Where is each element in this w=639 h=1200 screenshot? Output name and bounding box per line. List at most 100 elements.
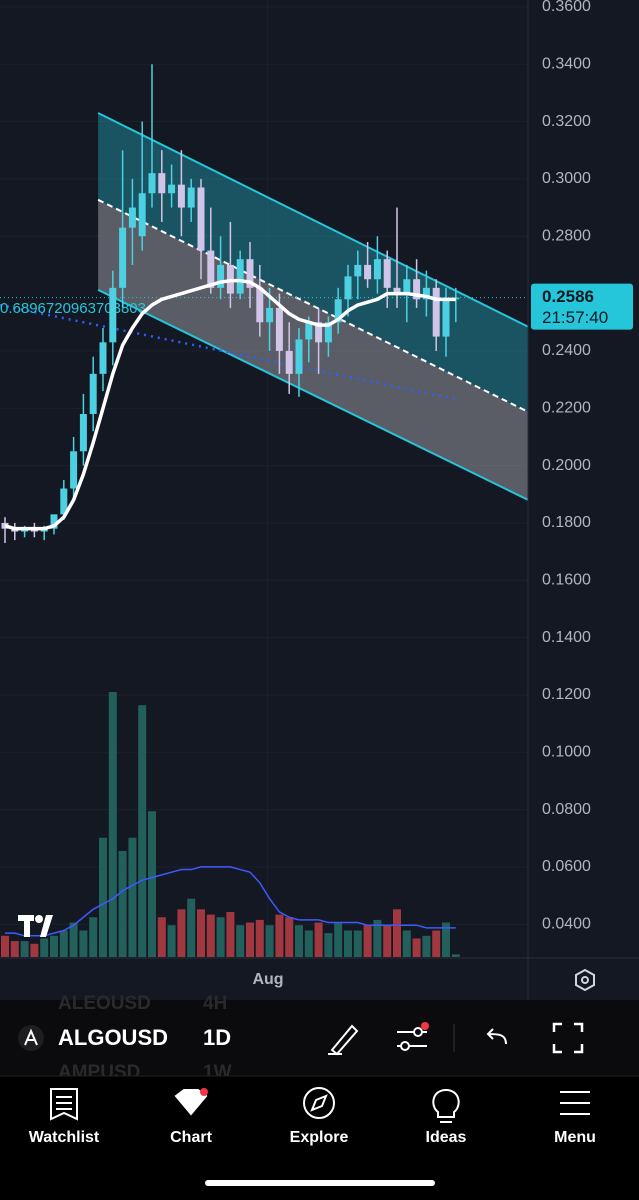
candle-body [334,299,342,323]
candle-body [373,259,381,280]
candle-body [315,322,323,343]
volume-bar [69,922,78,957]
fullscreen-icon[interactable] [552,1022,584,1054]
volume-bar [167,925,176,957]
candle-body [285,350,293,374]
candle-body [119,227,127,288]
volume-bar [246,922,254,957]
candle-body [432,287,440,337]
ghost-interval: 4H [203,993,227,1014]
volume-bar [40,938,49,957]
volume-bar [451,954,460,957]
candle-body [187,187,195,208]
candle-body [89,373,97,414]
candle-body [305,322,313,340]
candle-body [207,250,215,288]
toolbar [0,1000,639,1076]
draw-icon[interactable] [328,1024,359,1056]
volume-bar [187,898,196,957]
y-tick-label: 0.1200 [542,686,591,703]
candle-body [70,451,78,489]
plot: 0.6896720963703803 [0,64,529,957]
symbol-logo-glyph [24,1028,38,1046]
candle-body [403,279,411,294]
volume-bar [304,930,313,957]
volume-bar [393,909,401,957]
volume-bar [99,837,107,957]
volume-bar [10,941,19,957]
y-tick-label: 0.2000 [542,457,591,474]
volume-bar [148,811,156,957]
volume-bar [89,917,98,957]
candle-body [442,299,450,337]
candle-body [413,279,421,300]
candle-body [79,413,87,452]
nav-item[interactable]: Ideas [426,1129,467,1146]
x-tick-label: Aug [252,971,283,988]
candle-body [168,184,176,194]
countdown: 21:57:40 [542,308,608,327]
candle-body [266,307,274,323]
notification-dot [200,1088,208,1096]
y-tick-label: 0.3600 [542,0,591,15]
y-tick-label: 0.2200 [542,399,591,416]
volume-bar [20,941,29,957]
candle-body [177,184,185,208]
volume-bar [157,917,166,957]
volume-bar [442,922,450,957]
volume-bar [206,914,215,957]
candle-body [393,287,401,294]
volume-bar [138,705,147,957]
volume-ma [5,866,456,937]
candle-body [197,187,205,251]
last-price-label: 0.2586 [542,287,594,306]
candle-body [217,264,225,288]
settings-icon[interactable] [575,968,595,992]
volume-bar [344,930,352,957]
volume-bar [295,925,303,957]
nav-item[interactable]: Menu [554,1129,596,1146]
chart-background [0,0,639,1000]
channel-lower [97,288,529,501]
settings-icon-dot [581,976,589,984]
symbol[interactable]: ALGOUSD [58,1025,168,1050]
candle-body [246,259,254,288]
candle-body [99,342,107,374]
candle-body [148,173,156,194]
notification-dot [421,1022,429,1030]
candle-body [275,307,283,351]
nav-item[interactable]: Chart [170,1129,212,1146]
volume-bar [265,925,274,957]
volume-bar [79,930,88,957]
channel-upper-fill [98,112,529,412]
y-tick-label: 0.0600 [542,858,591,875]
volume-bar [275,914,284,957]
last-price-box [531,283,633,330]
candle-body [128,207,136,228]
y-tick-label: 0.1600 [542,571,591,588]
volume-bar [363,925,372,957]
y-tick-label: 0.0800 [542,801,591,818]
volume-bar [432,930,441,957]
undo-icon[interactable] [486,1028,507,1045]
volume-bar [30,943,39,957]
channel-lower-fill [98,199,529,501]
nav-item[interactable]: Watchlist [29,1129,100,1146]
home-indicator [205,1180,435,1186]
candle-body [50,514,58,529]
indicators-icon[interactable] [397,1027,427,1051]
y-tick-label: 0.3000 [542,170,591,187]
y-tick-label: 0.0400 [542,916,591,933]
dotted-label: 0.6896720963703803 [0,300,146,317]
y-tick-label: 0.1800 [542,514,591,531]
volume-bar [373,919,382,957]
dotted-line [0,303,460,402]
candle-body [236,259,244,294]
ghost-symbol: ALEOUSD [58,993,151,1014]
candle-body [256,287,264,323]
nav-item[interactable]: Explore [290,1129,349,1146]
volume-bar [236,925,245,957]
volume-bar [255,919,264,957]
volume-bar [59,930,68,957]
interval[interactable]: 1D [203,1025,231,1050]
